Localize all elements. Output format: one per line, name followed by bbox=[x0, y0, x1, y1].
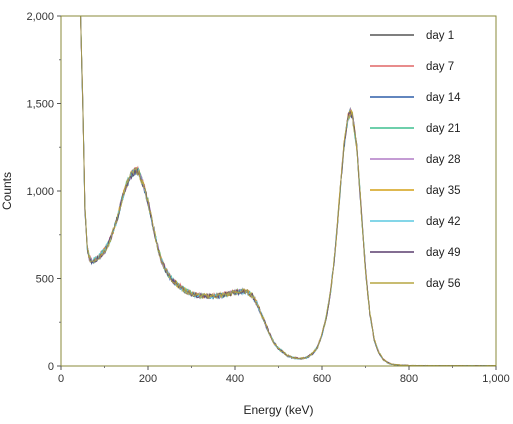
legend-label: day 1 bbox=[426, 30, 454, 42]
legend-item: day 35 bbox=[370, 185, 461, 197]
legend-label: day 42 bbox=[426, 216, 461, 228]
legend-item: day 28 bbox=[370, 154, 461, 166]
y-tick-label: 0 bbox=[48, 361, 54, 373]
legend-label: day 49 bbox=[426, 247, 461, 259]
legend-item: day 42 bbox=[370, 216, 461, 228]
y-tick-label: 1,500 bbox=[26, 99, 54, 111]
legend-item: day 1 bbox=[370, 30, 454, 42]
legend-item: day 56 bbox=[370, 278, 461, 290]
x-tick-label: 200 bbox=[139, 373, 157, 385]
y-tick-label: 2,000 bbox=[26, 11, 54, 23]
legend-label: day 14 bbox=[426, 92, 461, 104]
series-layer bbox=[78, 16, 496, 366]
x-axis-title: Energy (keV) bbox=[243, 403, 313, 417]
x-tick-label: 0 bbox=[58, 373, 64, 385]
x-tick-label: 800 bbox=[400, 373, 418, 385]
x-tick-label: 600 bbox=[313, 373, 331, 385]
legend-item: day 14 bbox=[370, 92, 461, 104]
legend-item: day 49 bbox=[370, 247, 461, 259]
legend-label: day 21 bbox=[426, 123, 461, 135]
y-tick-label: 500 bbox=[36, 274, 54, 286]
legend: day 1 day 7 day 14 day 21 day 28 day 35 day 42… bbox=[370, 30, 461, 290]
y-tick-label: 1,000 bbox=[26, 186, 54, 198]
y-axis: 0 500 1,000 1,500 2,000 bbox=[26, 11, 61, 373]
y-axis-title: Counts bbox=[0, 172, 14, 210]
legend-item: day 7 bbox=[370, 61, 454, 73]
x-tick-label: 400 bbox=[226, 373, 244, 385]
x-tick-label: 1,000 bbox=[482, 373, 510, 385]
legend-label: day 56 bbox=[426, 278, 461, 290]
legend-label: day 35 bbox=[426, 185, 461, 197]
legend-item: day 21 bbox=[370, 123, 461, 135]
legend-label: day 28 bbox=[426, 154, 461, 166]
legend-label: day 7 bbox=[426, 61, 454, 73]
x-axis: 0 200 400 600 800 1,000 bbox=[58, 366, 510, 385]
